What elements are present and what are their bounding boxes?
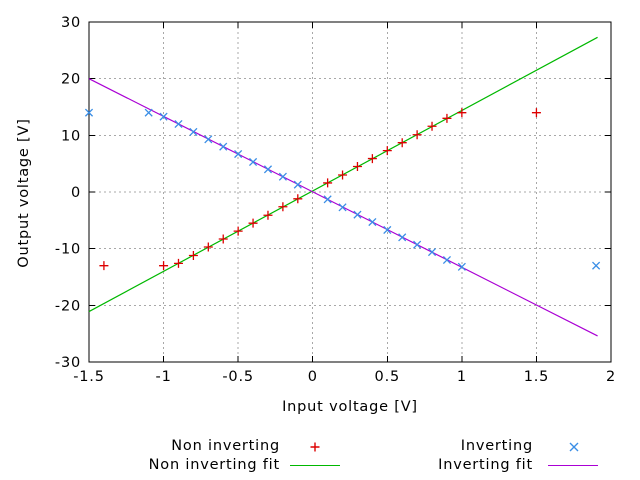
- tick-label-layer: -1.5 -1 -0.5 0 0.5 1 1.5 2 -30 -20 -10 0 10 20 30: [55, 15, 616, 385]
- legend-plus-marker-icon: [310, 442, 320, 452]
- x-tick-label: 0: [308, 369, 318, 385]
- plus-data-point: [531, 108, 541, 118]
- y-tick-label: 20: [61, 72, 81, 88]
- legend-label-non-inverting-fit: Non inverting fit: [148, 457, 280, 473]
- plus-data-point: [442, 113, 452, 123]
- y-tick-label: 30: [61, 15, 81, 31]
- y-tick-label: -20: [55, 298, 81, 314]
- cross-data-point: [383, 225, 392, 235]
- y-tick-label: 0: [71, 185, 81, 201]
- cross-data-point: [248, 157, 258, 167]
- x-tick-label: 0.5: [375, 369, 400, 385]
- cross-data-point: [398, 233, 407, 242]
- cross-data-point: [159, 112, 168, 121]
- plus-data-point: [99, 261, 109, 271]
- cross-data-point: [427, 248, 437, 257]
- cross-data-point: [174, 119, 183, 129]
- plus-data-point: [367, 154, 377, 164]
- y-axis-label: Output voltage [V]: [16, 118, 32, 268]
- plus-data-point: [352, 162, 362, 171]
- plus-data-point: [382, 146, 392, 156]
- x-tick-label: 1.5: [524, 369, 549, 385]
- x-tick-label: -0.5: [222, 369, 254, 385]
- plus-data-point: [248, 218, 258, 228]
- cross-data-point: [278, 172, 287, 181]
- cross-data-point: [219, 142, 228, 151]
- cross-data-point: [189, 127, 198, 136]
- plus-data-point: [159, 261, 169, 271]
- cross-data-point: [368, 217, 377, 227]
- legend-label-inverting: Inverting: [460, 438, 533, 454]
- plus-data-point: [457, 108, 467, 118]
- plus-data-point: [293, 194, 303, 204]
- cross-data-point: [457, 262, 466, 271]
- legend-non-inverting-fit-line-sample: [290, 465, 340, 466]
- plus-data-point: [338, 170, 348, 180]
- cross-data-point: [323, 195, 332, 204]
- plus-data-point: [203, 242, 213, 252]
- x-tick-label: 1: [457, 369, 467, 385]
- y-tick-label: -10: [55, 242, 81, 258]
- plus-data-point: [263, 210, 273, 220]
- cross-data-point: [234, 149, 243, 159]
- x-tick-label: -1.5: [73, 369, 105, 385]
- cross-data-point: [442, 255, 452, 265]
- cross-data-point: [84, 108, 94, 117]
- legend-label-inverting-fit: Inverting fit: [438, 457, 533, 473]
- cross-data-point: [144, 108, 153, 117]
- plus-data-point: [218, 234, 228, 244]
- legend-cross-marker-icon: [569, 442, 579, 452]
- x-axis-label: Input voltage [V]: [282, 399, 418, 415]
- plus-data-point: [397, 138, 407, 148]
- legend-inverting-fit-line-sample: [548, 465, 598, 466]
- plus-data-point: [188, 250, 198, 260]
- plus-data-point: [278, 202, 288, 212]
- data-points-layer: [84, 108, 601, 271]
- cross-data-point: [353, 210, 362, 219]
- cross-data-point: [338, 203, 347, 212]
- plus-data-point: [323, 178, 333, 188]
- grid-layer: [89, 22, 611, 362]
- x-tick-label: 2: [606, 369, 616, 385]
- cross-data-point: [263, 165, 273, 174]
- plus-data-point: [412, 130, 422, 140]
- tick-layer: [88, 21, 612, 363]
- plus-data-point: [233, 226, 243, 236]
- y-tick-label: -30: [55, 355, 81, 371]
- legend-label-non-inverting: Non inverting: [171, 438, 280, 454]
- plus-data-point: [173, 258, 183, 268]
- y-tick-label: 10: [61, 128, 81, 144]
- cross-data-point: [592, 261, 601, 270]
- fit-lines-layer: [88, 36, 598, 337]
- cross-data-point: [204, 135, 213, 144]
- cross-data-point: [293, 180, 302, 189]
- cross-data-point: [413, 240, 422, 249]
- plus-data-point: [427, 121, 437, 131]
- x-tick-label: -1: [156, 369, 172, 385]
